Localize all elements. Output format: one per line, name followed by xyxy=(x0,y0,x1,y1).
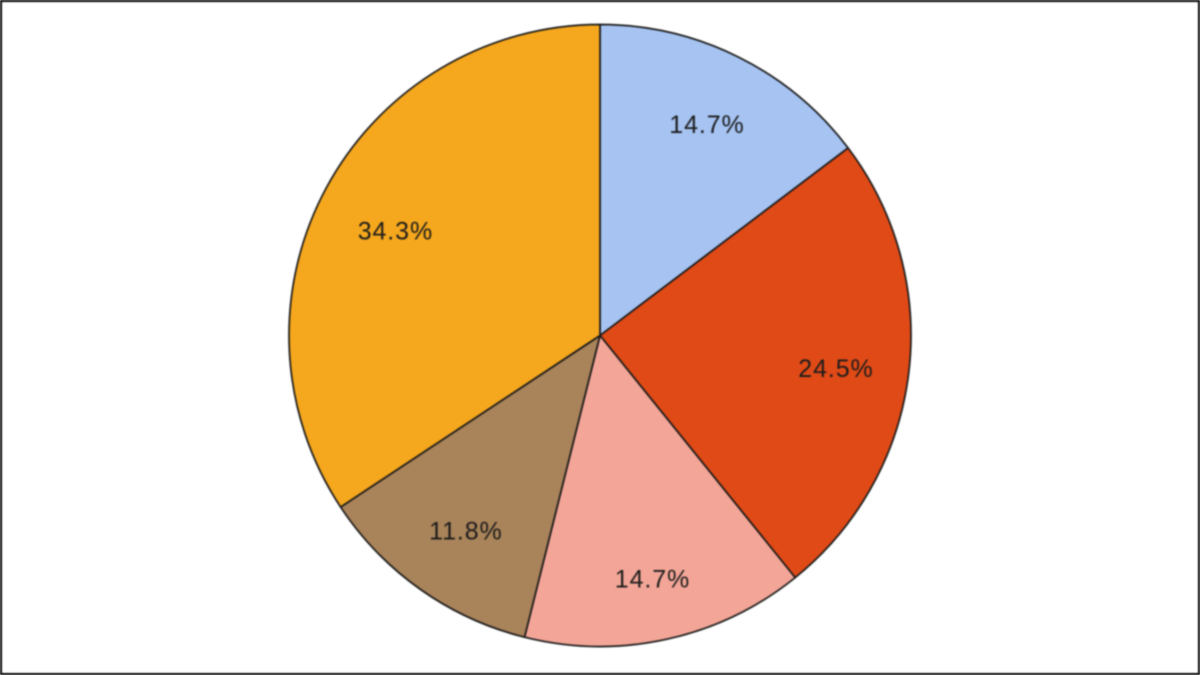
svg-text:14.7%: 14.7% xyxy=(669,111,744,139)
svg-text:14.7%: 14.7% xyxy=(615,566,690,594)
svg-text:11.8%: 11.8% xyxy=(429,518,503,546)
svg-text:24.5%: 24.5% xyxy=(798,355,873,383)
svg-text:34.3%: 34.3% xyxy=(358,218,433,246)
